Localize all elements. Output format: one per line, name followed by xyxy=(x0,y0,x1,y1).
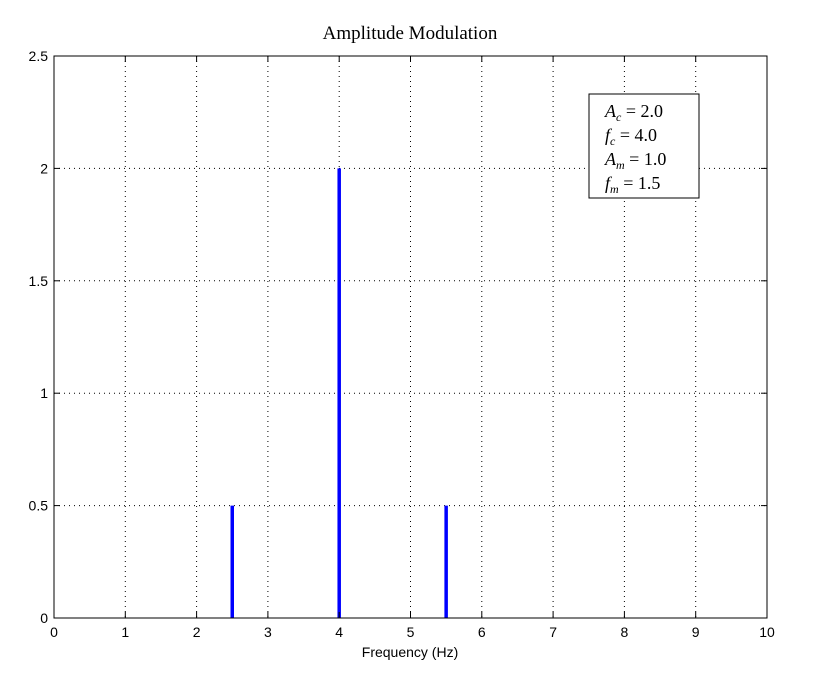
bars xyxy=(230,168,448,618)
parameter-annotation-box: Ac = 2.0fc = 4.0Am = 1.0fm = 1.5 xyxy=(588,93,700,199)
x-tick-label: 7 xyxy=(549,624,557,640)
y-tick-label: 1 xyxy=(40,385,48,401)
x-tick-label: 6 xyxy=(478,624,486,640)
x-tick-label: 8 xyxy=(621,624,629,640)
x-axis-label: Frequency (Hz) xyxy=(362,644,458,660)
y-tick-label: 2 xyxy=(40,160,48,176)
ticks: 0 1 2 3 4 5 6 7 8 9 10 0 0.5 1 1.5 2 2.5 xyxy=(29,48,775,640)
annotation-line: fc = 4.0 xyxy=(605,125,657,148)
y-tick-label: 0.5 xyxy=(29,498,49,514)
annotation-line: Ac = 2.0 xyxy=(604,101,663,124)
chart-title: Amplitude Modulation xyxy=(323,23,498,44)
x-tick-label: 2 xyxy=(193,624,201,640)
y-tick-label: 0 xyxy=(40,610,48,626)
x-tick-label: 3 xyxy=(264,624,272,640)
x-tick-label: 10 xyxy=(759,624,775,640)
x-tick-label: 4 xyxy=(335,624,343,640)
y-tick-label: 2.5 xyxy=(29,48,49,64)
x-tick-label: 9 xyxy=(692,624,700,640)
x-tick-label: 0 xyxy=(50,624,58,640)
annotation-line: fm = 1.5 xyxy=(605,173,660,196)
y-tick-label: 1.5 xyxy=(29,273,49,289)
x-tick-label: 1 xyxy=(121,624,129,640)
annotation-line: Am = 1.0 xyxy=(604,149,666,172)
x-tick-label: 5 xyxy=(407,624,415,640)
